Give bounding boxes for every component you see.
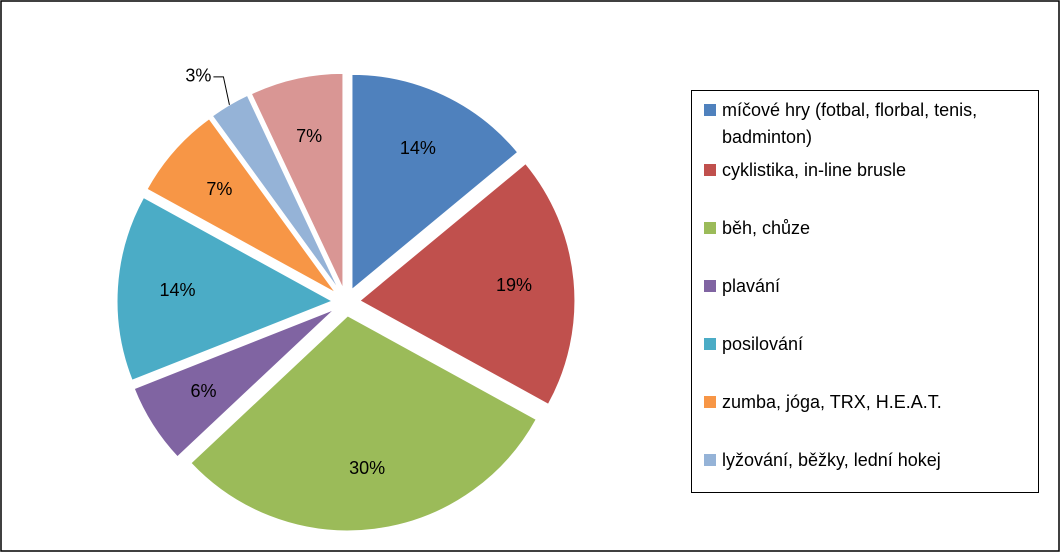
pie-slice — [190, 315, 537, 532]
data-label: 30% — [349, 458, 385, 478]
data-label: 7% — [206, 179, 232, 199]
data-label: 14% — [160, 280, 196, 300]
data-label: 3% — [185, 66, 211, 86]
legend-swatch — [704, 280, 716, 292]
leader-line — [213, 76, 230, 105]
legend-item: posilování — [704, 331, 1044, 358]
legend-swatch — [704, 396, 716, 408]
legend: míčové hry (fotbal, florbal, tenis, badm… — [691, 90, 1039, 493]
legend-swatch — [704, 222, 716, 234]
data-label: 6% — [190, 381, 216, 401]
pie-slice — [250, 72, 344, 289]
legend-item: běh, chůze — [704, 215, 1044, 242]
legend-item: lyžování, běžky, lední hokej — [704, 447, 1044, 474]
pie-slice — [211, 94, 340, 291]
pie-slice — [351, 73, 519, 291]
pie-slice — [116, 196, 334, 381]
legend-label: míčové hry (fotbal, florbal, tenis, badm… — [722, 100, 978, 147]
legend-label: lyžování, běžky, lední hokej — [722, 450, 941, 470]
data-label: 7% — [296, 126, 322, 146]
legend-item: zumba, jóga, TRX, H.E.A.T. — [704, 389, 1044, 416]
legend-label: plavání — [722, 276, 781, 296]
pie-slice — [133, 309, 335, 458]
pie-slice — [359, 162, 576, 405]
legend-item: cyklistika, in-line brusle — [704, 157, 1044, 184]
legend-label: zumba, jóga, TRX, H.E.A.T. — [722, 392, 942, 412]
legend-swatch — [704, 338, 716, 350]
data-label: 14% — [400, 138, 436, 158]
legend-swatch — [704, 104, 716, 116]
pie-slice — [146, 118, 336, 294]
legend-swatch — [704, 164, 716, 176]
legend-swatch — [704, 454, 716, 466]
legend-label: posilování — [722, 334, 804, 354]
legend-label: běh, chůze — [722, 218, 811, 238]
data-label: 19% — [496, 275, 532, 295]
legend-item: míčové hry (fotbal, florbal, tenis, badm… — [704, 97, 1044, 151]
legend-item: plavání — [704, 273, 1044, 300]
legend-label: cyklistika, in-line brusle — [722, 160, 907, 180]
